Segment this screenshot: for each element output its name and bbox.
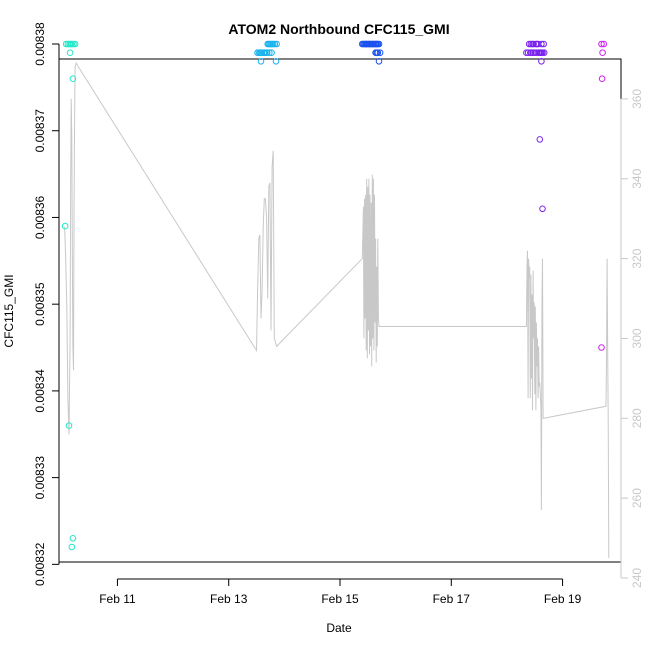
data-point-1-12: [69, 535, 77, 542]
x-tick-label-1: Feb 11: [99, 592, 136, 606]
data-point-4-17: [527, 40, 535, 48]
data-point-4-23: [540, 49, 548, 57]
data-point-2-16: [257, 49, 264, 57]
data-point-5-2: [600, 40, 608, 48]
y2-tick-label-2: 260: [630, 488, 644, 508]
data-point-4-25: [536, 136, 544, 143]
x-tick-label-4: Feb 17: [433, 592, 471, 606]
data-point-1-11: [65, 422, 73, 429]
x-tick-label-2: Feb 13: [210, 592, 248, 606]
data-point-2-23: [272, 58, 280, 65]
y2-tick-label-3: 280: [630, 408, 644, 428]
y2-tick-label-4: 300: [630, 328, 644, 348]
y2-tick-label-5: 320: [630, 248, 644, 268]
altitude-line: [64, 61, 610, 559]
y-tick-label-6: 0.00837: [33, 109, 47, 153]
y-tick-label-4: 0.00835: [33, 282, 47, 326]
data-point-1-7: [71, 40, 79, 48]
y-tick-label-1: 0.00832: [33, 542, 47, 586]
data-point-5-4: [598, 75, 606, 82]
data-point-1-13: [68, 543, 76, 551]
y-tick-label-2: 0.00833: [33, 456, 47, 500]
data-point-2-18: [263, 49, 271, 57]
data-point-5-3: [599, 49, 606, 57]
chart-title: ATOM2 Northbound CFC115_GMI: [228, 21, 449, 37]
data-point-2-15: [273, 40, 280, 48]
y2-tick-label-6: 340: [630, 168, 644, 188]
altitude-line-path: [64, 61, 610, 559]
data-point-2-22: [257, 58, 265, 65]
data-point-5-1: [598, 40, 605, 48]
data-points: [61, 40, 608, 551]
data-point-4-14: [538, 40, 545, 48]
data-point-2-21: [254, 49, 261, 57]
y2-tick-label-7: 360: [630, 89, 644, 109]
y-axis: 0.00832 0.00833 0.00834 0.00835 0.00836 0.008…: [33, 22, 60, 586]
x-tick-label-5: Feb 19: [544, 592, 582, 606]
y-tick-label-3: 0.00834: [33, 369, 47, 413]
data-point-3-23: [376, 49, 384, 57]
data-point-3-25: [375, 58, 383, 65]
data-point-3-24: [373, 49, 381, 57]
x-axis: Feb 11 Feb 13 Feb 15 Feb 17 Feb 19: [99, 578, 582, 606]
data-point-4-16: [540, 40, 548, 48]
data-point-2-17: [261, 49, 268, 57]
plot-frame: [58, 58, 622, 563]
y2-tick-label-1: 240: [630, 568, 644, 588]
data-point-3-16: [375, 40, 383, 48]
data-point-1-10: [61, 222, 69, 230]
data-point-3-18: [366, 40, 373, 48]
data-point-1-9: [69, 75, 77, 82]
data-point-3-20: [372, 40, 380, 48]
x-tick-label-3: Feb 15: [321, 592, 359, 606]
data-point-4-22: [538, 49, 546, 57]
y-tick-label-5: 0.00836: [33, 195, 47, 239]
data-point-4-26: [539, 205, 546, 213]
data-point-2-19: [266, 49, 273, 57]
data-point-5-5: [598, 344, 605, 351]
y2-axis: 240 260 280 300 320 340 360: [620, 89, 644, 588]
data-point-2-20: [268, 49, 275, 57]
data-point-4-24: [538, 58, 545, 65]
y-axis-label: CFC115_GMI: [2, 274, 16, 347]
data-point-4-2: [524, 49, 532, 57]
data-point-3-19: [369, 40, 377, 48]
data-point-3-17: [362, 40, 370, 48]
data-point-4-7: [530, 40, 537, 48]
data-point-1-8: [66, 49, 74, 57]
x-axis-label: Date: [326, 621, 352, 635]
y-tick-label-7: 0.00838: [33, 22, 47, 66]
